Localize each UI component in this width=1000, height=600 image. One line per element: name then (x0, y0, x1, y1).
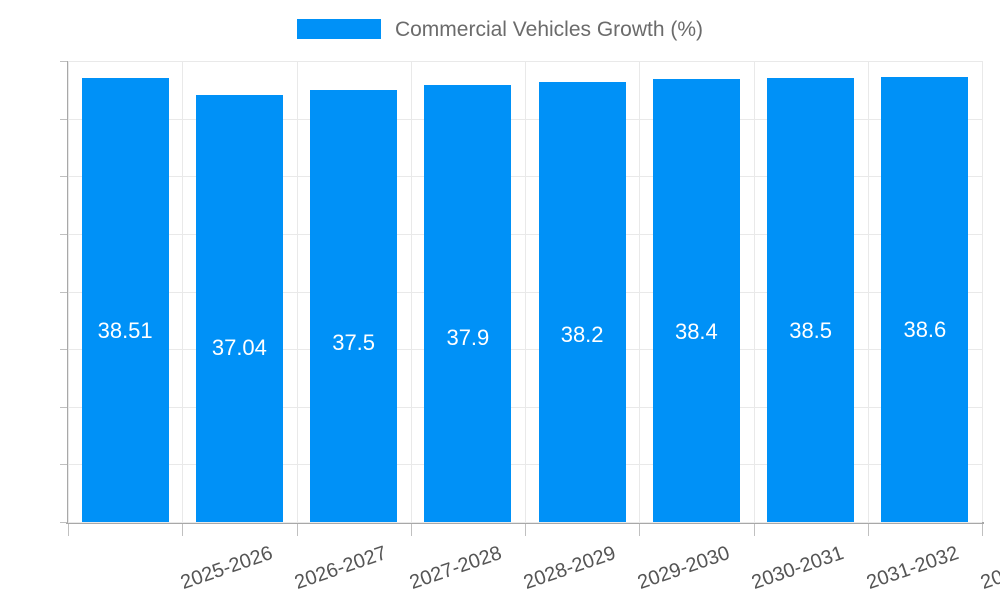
x-axis-tick-mark (68, 524, 69, 536)
gridline-vertical (411, 61, 412, 522)
bar[interactable]: 38.2 (538, 81, 626, 522)
x-axis-tick-mark (411, 524, 412, 536)
x-axis-category-label: 2031-2032 (863, 542, 962, 594)
y-axis-tick-mark (60, 292, 67, 293)
gridline-vertical (297, 61, 298, 522)
gridline-vertical (754, 61, 755, 522)
bar[interactable]: 37.04 (195, 95, 283, 522)
y-axis-tick-mark (60, 349, 67, 350)
legend-color-swatch (296, 19, 381, 39)
bar-value-label: 38.6 (903, 317, 947, 343)
x-axis-tick-mark (982, 524, 983, 536)
y-axis-tick-mark (60, 407, 67, 408)
x-axis-category-label: 2026-2027 (292, 542, 390, 594)
gridline-vertical (982, 61, 983, 522)
bar[interactable]: 38.5 (767, 78, 855, 522)
bar[interactable]: 37.9 (424, 85, 512, 522)
bar[interactable]: 38.51 (81, 78, 169, 522)
x-axis-tick-mark (297, 524, 298, 536)
y-axis-tick-mark (60, 119, 67, 120)
bar[interactable]: 37.5 (310, 89, 398, 522)
x-axis-line (66, 522, 984, 524)
legend-item-commercial-vehicles-growth[interactable]: Commercial Vehicles Growth (%) (296, 17, 704, 41)
bar-value-label: 38.2 (560, 321, 604, 347)
y-axis-tick-mark (60, 522, 67, 523)
x-axis-category-label: 2032-2033 (977, 542, 1000, 594)
x-axis-category-label: 2028-2029 (520, 542, 619, 594)
x-axis-tick-mark (525, 524, 526, 536)
bar-value-label: 38.5 (789, 318, 833, 344)
bar-value-label: 38.4 (674, 319, 718, 345)
x-axis-tick-mark (868, 524, 869, 536)
y-axis-tick-mark (60, 176, 67, 177)
y-axis-tick-mark (60, 234, 67, 235)
x-axis-category-label: 2027-2028 (406, 542, 505, 594)
gridline-horizontal (68, 522, 982, 523)
y-axis-tick-mark (60, 464, 67, 465)
bar[interactable]: 38.4 (652, 79, 740, 522)
plot-area: 0510152025303540 38.5137.0437.537.938.23… (60, 61, 1000, 594)
x-axis-category-label: 2030-2031 (749, 542, 847, 594)
gridline-vertical (868, 61, 869, 522)
x-axis-category-label: 2025-2026 (178, 542, 276, 594)
gridline-vertical (639, 61, 640, 522)
gridline-vertical (182, 61, 183, 522)
x-axis-tick-mark (639, 524, 640, 536)
bar-value-label: 37.9 (446, 325, 490, 351)
x-axis-tick-mark (754, 524, 755, 536)
bar-value-label: 38.51 (97, 318, 153, 344)
chart-legend: Commercial Vehicles Growth (%) (0, 12, 1000, 46)
gridline-vertical (68, 61, 69, 522)
x-axis-category-label: 2029-2030 (635, 542, 733, 594)
bar-value-label: 37.04 (211, 335, 267, 361)
x-axis-tick-mark (182, 524, 183, 536)
bar-value-label: 37.5 (332, 329, 376, 355)
legend-item-label: Commercial Vehicles Growth (%) (394, 17, 704, 41)
gridline-vertical (525, 61, 526, 522)
y-axis-tick-mark (60, 61, 67, 62)
bar[interactable]: 38.6 (881, 77, 969, 522)
